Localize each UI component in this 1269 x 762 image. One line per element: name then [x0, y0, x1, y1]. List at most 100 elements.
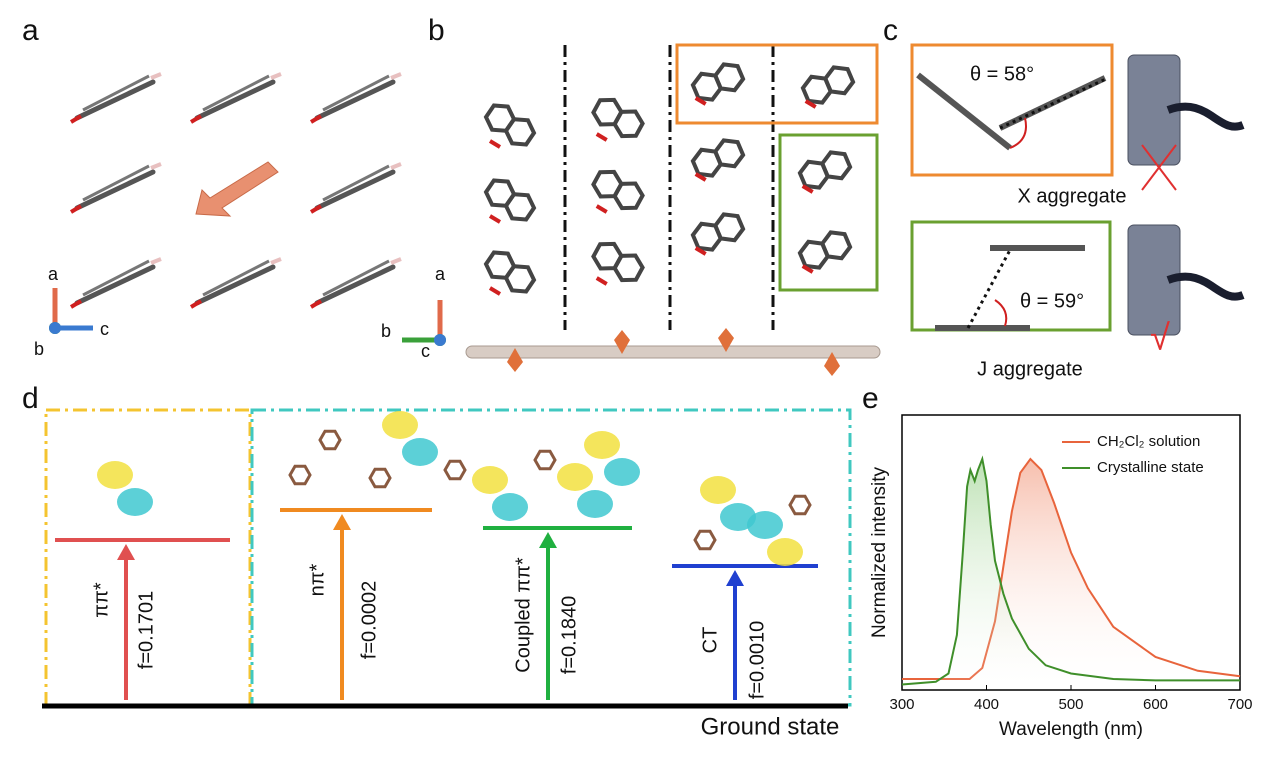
oxygen: [309, 204, 323, 214]
hydrogen: [390, 257, 402, 265]
dipole: [507, 348, 523, 372]
aggregate-label: J aggregate: [977, 358, 1083, 380]
orbital: [97, 461, 133, 489]
plug-cable: [1166, 102, 1245, 131]
oscillator-strength: f=0.1701: [135, 591, 157, 669]
transition-name: ππ*: [90, 582, 112, 618]
orbital: [402, 438, 438, 466]
hydrogen: [150, 257, 162, 265]
axis-label: c: [421, 341, 430, 361]
molecule: [194, 264, 276, 306]
axis-label: b: [34, 339, 44, 359]
x-axis-label: Wavelength (nm): [999, 719, 1143, 740]
hydrogen: [390, 162, 402, 170]
panel-label: b: [428, 14, 445, 47]
hydrogen: [150, 72, 162, 80]
legend-label: CH₂Cl₂ solution: [1097, 433, 1200, 450]
orbital: [767, 538, 803, 566]
oxygen: [694, 172, 707, 182]
molecule: [503, 192, 537, 222]
hydrogen: [150, 162, 162, 170]
orbital: [382, 411, 418, 439]
molecule: [322, 164, 390, 202]
oscillator-strength: f=0.0002: [358, 581, 380, 659]
molecule: [503, 264, 537, 294]
oxygen: [801, 184, 814, 194]
j-box: [910, 220, 1112, 332]
orbital: [700, 476, 736, 504]
orbital: [557, 463, 593, 491]
molecule: [74, 264, 156, 306]
molecule: [713, 212, 746, 243]
molecule: [533, 449, 557, 471]
molecule: [74, 79, 156, 121]
orbital: [117, 488, 153, 516]
dipole: [824, 352, 840, 376]
molecule: [82, 74, 150, 112]
molecule: [288, 464, 312, 486]
molecule: [74, 169, 156, 211]
panel-label: c: [883, 14, 898, 47]
aggregate-label: X aggregate: [1018, 185, 1127, 207]
oxygen: [488, 286, 502, 296]
oxygen: [488, 139, 502, 149]
molecule: [314, 169, 396, 211]
molecule: [820, 230, 853, 261]
axis-origin: [434, 334, 446, 346]
oxygen: [595, 276, 608, 286]
x-tick-label: 500: [1058, 696, 1083, 713]
angle-label: θ = 58°: [970, 63, 1034, 85]
orbital: [472, 466, 508, 494]
oxygen: [189, 114, 203, 124]
ground-label: Ground state: [701, 713, 840, 740]
orbital: [720, 503, 756, 531]
molecule: [823, 65, 856, 96]
molecule: [503, 117, 537, 147]
rod: [465, 345, 881, 359]
orbital: [584, 431, 620, 459]
oxygen: [804, 99, 817, 109]
transition-name: Coupled ππ*: [512, 557, 534, 673]
hydrogen: [270, 72, 282, 80]
axis-origin: [49, 322, 61, 334]
axis-label: b: [381, 321, 391, 341]
molecule: [322, 259, 390, 297]
orbital: [577, 490, 613, 518]
molecule: [368, 467, 392, 489]
molecule: [194, 79, 276, 121]
molecule: [713, 138, 746, 169]
check-mark: √: [1150, 317, 1170, 358]
orbital: [492, 493, 528, 521]
oxygen: [595, 204, 608, 214]
molecule: [916, 72, 1012, 151]
molecule: [318, 429, 342, 451]
molecule: [612, 253, 645, 283]
molecule: [820, 150, 853, 181]
x-aggregate-box: [675, 43, 879, 125]
hydrogen: [390, 72, 402, 80]
arrow-head: [539, 532, 557, 548]
molecule: [314, 79, 396, 121]
plug-cable: [1166, 272, 1245, 301]
x-tick-label: 600: [1143, 696, 1168, 713]
oxygen: [69, 204, 83, 214]
oscillator-strength: f=0.1840: [558, 596, 580, 674]
arrow-head: [333, 514, 351, 530]
y-axis-label: Normalized intensity: [869, 466, 890, 638]
oscillator-strength: f=0.0010: [746, 621, 768, 699]
molecule: [443, 459, 467, 481]
dipole: [718, 328, 734, 352]
series-line: [901, 455, 1240, 686]
oxygen: [694, 246, 707, 256]
molecule: [788, 494, 812, 516]
oxygen: [488, 214, 502, 224]
oxygen: [189, 299, 203, 309]
molecule: [713, 62, 746, 93]
orbital: [604, 458, 640, 486]
oxygen: [309, 299, 323, 309]
oxygen: [694, 96, 707, 106]
molecule: [322, 74, 390, 112]
oxygen: [69, 114, 83, 124]
series-line: [902, 457, 1241, 680]
